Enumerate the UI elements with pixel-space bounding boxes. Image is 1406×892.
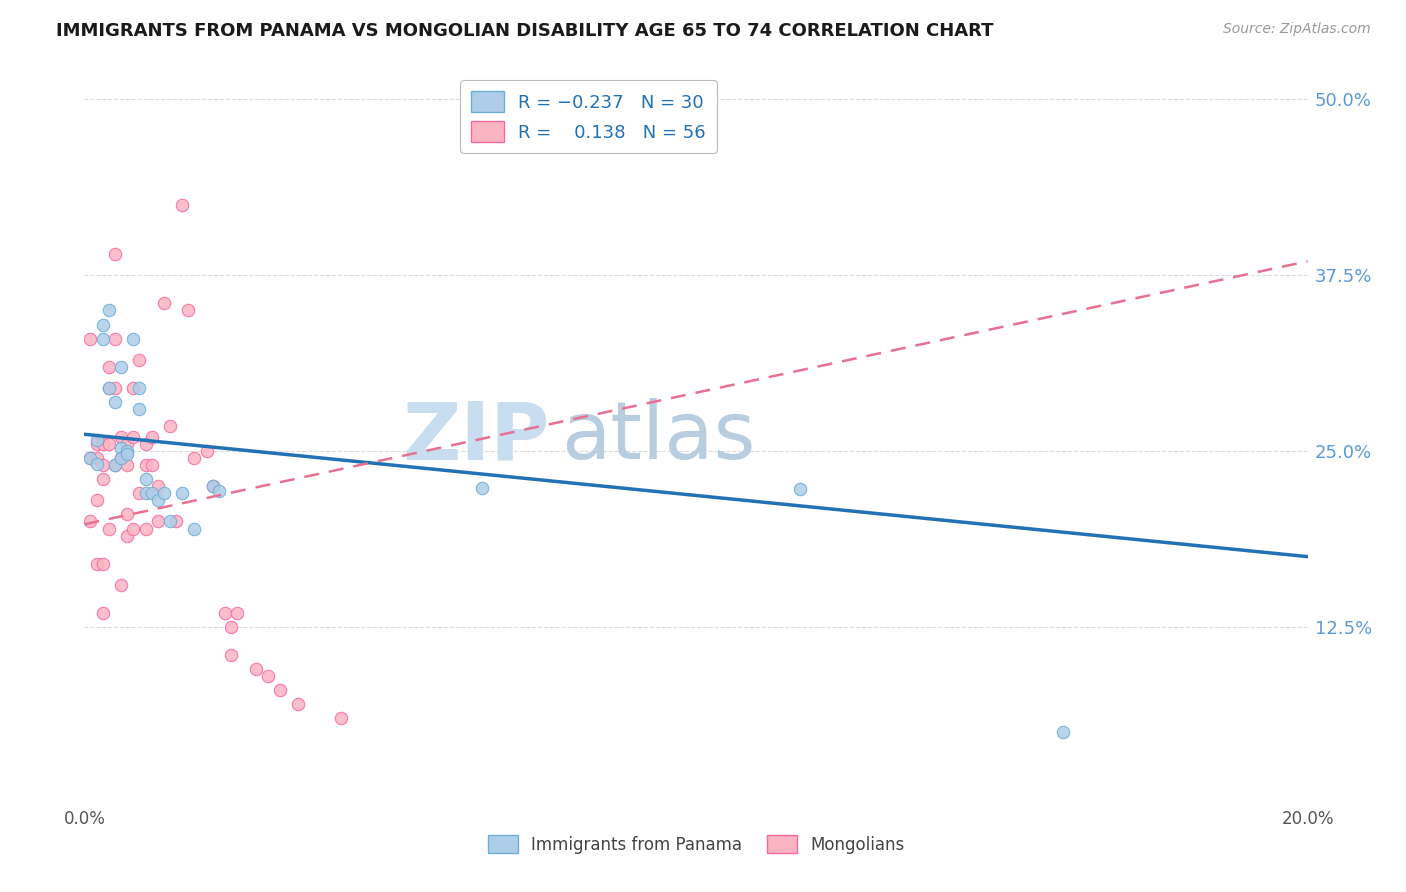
Point — [195, 444, 218, 458]
Point — [269, 683, 291, 698]
Point — [97, 437, 120, 451]
Point — [110, 451, 132, 466]
Point — [79, 451, 101, 466]
Point — [104, 332, 127, 346]
Point — [97, 359, 120, 374]
Point — [287, 698, 309, 712]
Point — [110, 442, 132, 456]
Point — [91, 606, 114, 620]
Point — [91, 472, 114, 486]
Point — [789, 482, 811, 496]
Point — [128, 381, 150, 395]
Point — [104, 381, 127, 395]
Point — [79, 515, 101, 529]
Point — [97, 381, 120, 395]
Legend: Immigrants from Panama, Mongolians: Immigrants from Panama, Mongolians — [481, 829, 911, 860]
Point — [135, 458, 157, 473]
Point — [91, 318, 114, 332]
Point — [226, 606, 249, 620]
Point — [183, 521, 205, 535]
Point — [141, 458, 163, 473]
Text: Source: ZipAtlas.com: Source: ZipAtlas.com — [1223, 22, 1371, 37]
Point — [115, 447, 138, 461]
Point — [330, 711, 353, 725]
Point — [86, 557, 108, 571]
Point — [153, 296, 176, 310]
Point — [86, 437, 108, 451]
Point — [128, 401, 150, 416]
Point — [183, 451, 205, 466]
Point — [471, 481, 494, 495]
Point — [122, 381, 145, 395]
Point — [97, 521, 120, 535]
Point — [91, 437, 114, 451]
Point — [115, 528, 138, 542]
Point — [110, 359, 132, 374]
Point — [146, 515, 169, 529]
Point — [128, 486, 150, 500]
Point — [135, 486, 157, 500]
Point — [86, 493, 108, 508]
Point — [128, 352, 150, 367]
Point — [214, 606, 236, 620]
Point — [141, 486, 163, 500]
Point — [201, 479, 224, 493]
Point — [115, 508, 138, 522]
Point — [135, 437, 157, 451]
Point — [153, 486, 176, 500]
Text: atlas: atlas — [561, 398, 756, 476]
Point — [91, 458, 114, 473]
Point — [104, 395, 127, 409]
Point — [79, 332, 101, 346]
Point — [91, 557, 114, 571]
Point — [146, 493, 169, 508]
Text: ZIP: ZIP — [402, 398, 550, 476]
Point — [122, 521, 145, 535]
Point — [97, 381, 120, 395]
Point — [110, 430, 132, 444]
Point — [141, 430, 163, 444]
Point — [135, 472, 157, 486]
Text: IMMIGRANTS FROM PANAMA VS MONGOLIAN DISABILITY AGE 65 TO 74 CORRELATION CHART: IMMIGRANTS FROM PANAMA VS MONGOLIAN DISA… — [56, 22, 994, 40]
Point — [110, 451, 132, 466]
Point — [91, 332, 114, 346]
Point — [159, 515, 181, 529]
Point — [115, 437, 138, 451]
Point — [97, 303, 120, 318]
Point — [172, 486, 194, 500]
Point — [104, 458, 127, 473]
Point — [165, 515, 187, 529]
Point — [115, 458, 138, 473]
Point — [110, 578, 132, 592]
Point — [208, 483, 231, 498]
Point — [115, 444, 138, 458]
Point — [159, 418, 181, 433]
Point — [86, 433, 108, 447]
Point — [104, 247, 127, 261]
Point — [172, 198, 194, 212]
Point — [201, 479, 224, 493]
Point — [1052, 725, 1074, 739]
Point — [146, 479, 169, 493]
Point — [122, 430, 145, 444]
Point — [219, 648, 242, 662]
Point — [86, 451, 108, 466]
Point — [86, 457, 108, 471]
Point — [79, 451, 101, 466]
Point — [177, 303, 200, 318]
Point — [245, 662, 267, 676]
Point — [104, 458, 127, 473]
Point — [135, 521, 157, 535]
Point — [122, 332, 145, 346]
Point — [257, 669, 280, 683]
Point — [219, 620, 242, 634]
